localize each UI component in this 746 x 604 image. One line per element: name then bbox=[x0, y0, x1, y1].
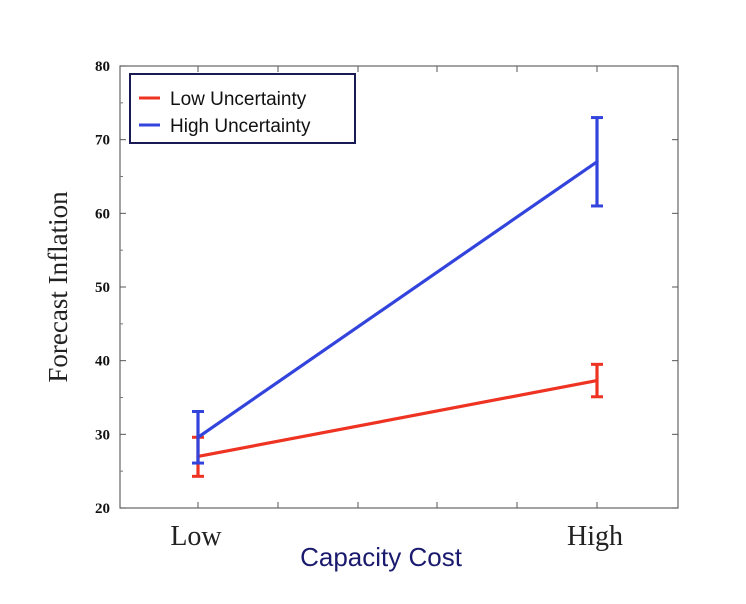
series-high-uncertainty bbox=[192, 116, 603, 465]
x-category-label: High bbox=[567, 521, 623, 552]
y-tick-label: 20 bbox=[95, 501, 110, 517]
axis-ticks: 20 30 40 50 60 70 80 Low High bbox=[95, 59, 678, 552]
series-layer bbox=[192, 116, 603, 478]
x-axis-label: Capacity Cost bbox=[300, 542, 463, 572]
legend-label-low-uncertainty: Low Uncertainty bbox=[170, 89, 307, 110]
y-tick-label: 40 bbox=[95, 354, 110, 370]
y-tick-label: 70 bbox=[95, 133, 110, 149]
series-low-uncertainty bbox=[192, 362, 603, 478]
y-tick-label: 30 bbox=[95, 427, 110, 443]
legend-box bbox=[129, 73, 356, 144]
y-tick-label: 80 bbox=[95, 59, 110, 75]
legend-label-high-uncertainty: High Uncertainty bbox=[170, 116, 311, 137]
legend: Low Uncertainty High Uncertainty bbox=[129, 73, 356, 144]
y-tick-label: 60 bbox=[95, 206, 110, 222]
x-category-label: Low bbox=[170, 521, 222, 552]
y-tick-label: 50 bbox=[95, 280, 110, 296]
series-line bbox=[196, 160, 599, 439]
y-axis-label: Forecast Inflation bbox=[43, 191, 73, 383]
series-line bbox=[196, 378, 599, 459]
